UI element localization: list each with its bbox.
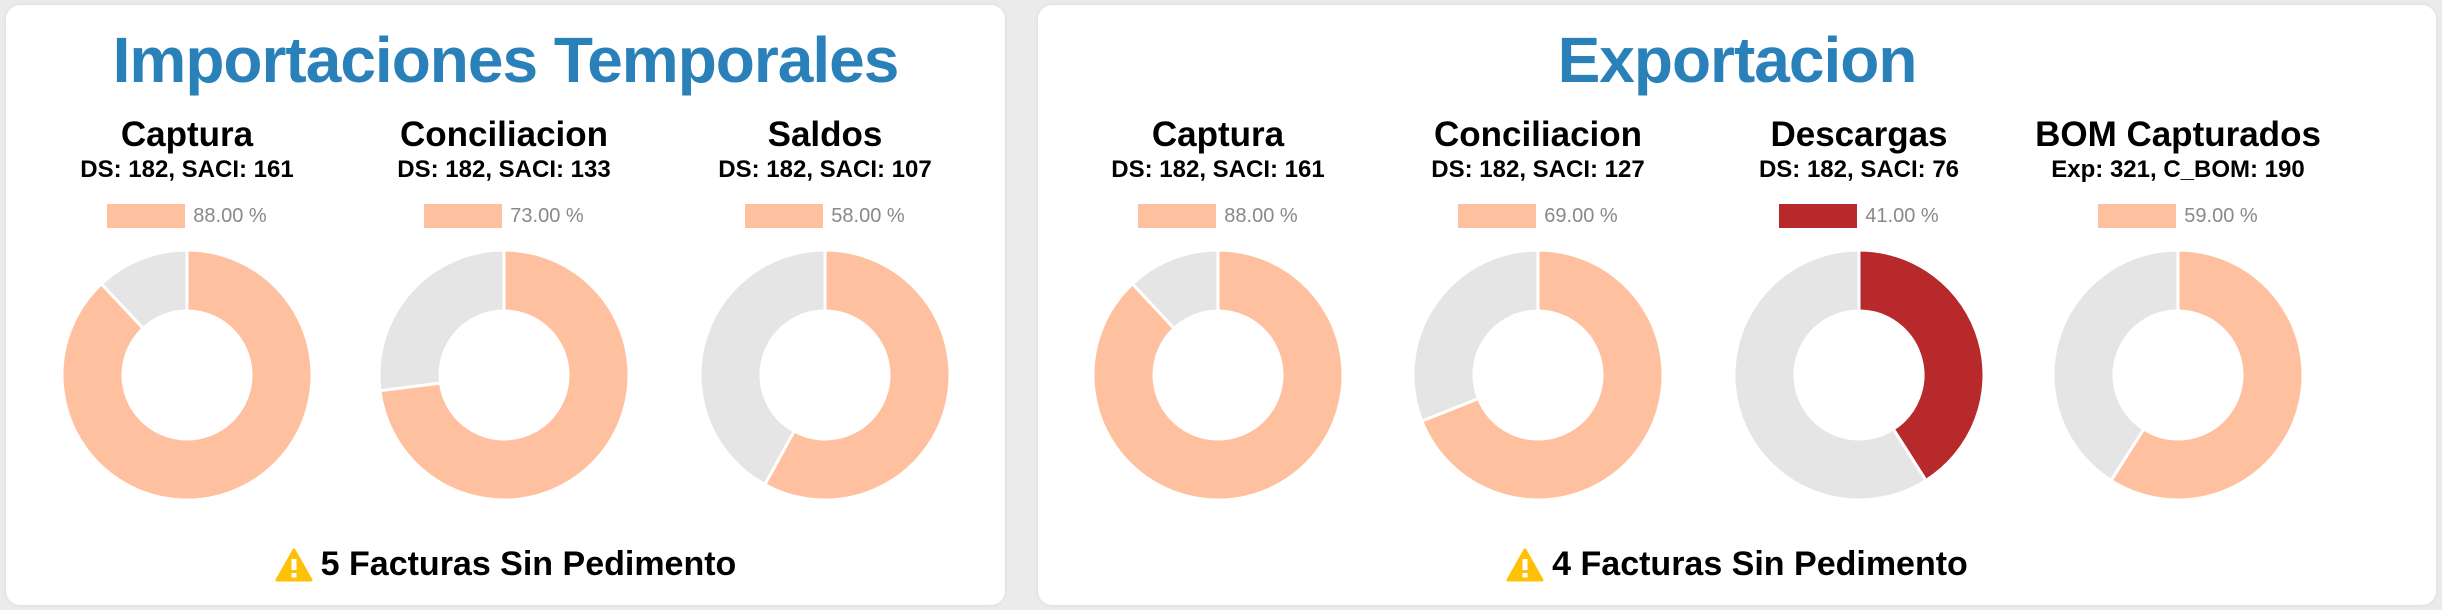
footer-text: 5 Facturas Sin Pedimento (320, 545, 737, 583)
chart-conciliacion: Conciliacion DS: 182, SACI: 133 73.00 % (344, 115, 664, 505)
donut-chart (377, 248, 631, 502)
donut-chart (1091, 248, 1345, 502)
legend-label: 88.00 % (1224, 204, 1298, 227)
donut-slice-completed[interactable] (1091, 248, 1345, 502)
chart-legend[interactable]: 58.00 % (665, 203, 985, 229)
donut-slice-remaining[interactable] (1411, 248, 1540, 423)
donut-slice-completed[interactable] (1419, 248, 1665, 502)
footer-text: 4 Facturas Sin Pedimento (1552, 545, 1968, 583)
chart-bom-capturados: BOM Capturados Exp: 321, C_BOM: 190 59.00 … (2018, 115, 2338, 505)
donut-slice-remaining[interactable] (698, 248, 827, 487)
chart-legend[interactable]: 73.00 % (344, 203, 664, 229)
donut-chart (60, 248, 314, 502)
warning-icon (1506, 548, 1544, 581)
section-title: Exportacion (1557, 24, 1918, 96)
facturas-sin-pedimento-alert: 4 Facturas Sin Pedimento (1038, 545, 2436, 584)
legend-swatch (1779, 204, 1858, 228)
chart-conciliacion: Conciliacion DS: 182, SACI: 127 69.00 % (1378, 115, 1698, 505)
chart-saldos: Saldos DS: 182, SACI: 107 58.00 % (665, 115, 985, 505)
legend-label: 58.00 % (831, 204, 905, 227)
donut-slice-remaining[interactable] (1130, 248, 1220, 331)
donut-slice-remaining[interactable] (99, 248, 189, 331)
donut-chart (1411, 248, 1665, 502)
donut-slice-completed[interactable] (1857, 248, 1986, 483)
chart-descargas: Descargas DS: 182, SACI: 76 41.00 % (1699, 115, 2019, 505)
donut-slice-remaining[interactable] (1732, 248, 1929, 502)
legend-label: 88.00 % (193, 204, 267, 227)
donut-slice-completed[interactable] (60, 248, 314, 502)
section-title: Importaciones Temporales (112, 24, 900, 96)
chart-legend[interactable]: 88.00 % (27, 203, 347, 229)
chart-legend[interactable]: 69.00 % (1378, 203, 1698, 229)
legend-label: 59.00 % (2184, 204, 2258, 227)
importaciones-temporales-card: Importaciones Temporales Captura DS: 182,… (6, 5, 1005, 605)
chart-legend[interactable]: 59.00 % (2018, 203, 2338, 229)
donut-chart (698, 248, 952, 502)
donut-slice-completed[interactable] (2108, 248, 2305, 502)
chart-title: Captura (1151, 115, 1285, 154)
legend-swatch (745, 204, 824, 228)
donut-chart (2051, 248, 2305, 502)
donut-slice-remaining[interactable] (377, 248, 506, 393)
chart-title: Saldos (767, 115, 883, 154)
warning-icon (275, 548, 313, 581)
chart-captura: Captura DS: 182, SACI: 161 88.00 % (27, 115, 347, 505)
legend-swatch (2098, 204, 2177, 228)
legend-swatch (1138, 204, 1217, 228)
chart-legend[interactable]: 41.00 % (1699, 203, 2019, 229)
chart-subtitle: DS: 182, SACI: 76 (1758, 156, 1960, 183)
donut-slice-completed[interactable] (762, 248, 952, 502)
donut-chart (1732, 248, 1986, 502)
chart-title: BOM Capturados (2035, 115, 2321, 154)
chart-title: Captura (120, 115, 254, 154)
exportacion-card: Exportacion Captura DS: 182, SACI: 161 88.… (1038, 5, 2436, 605)
donut-slice-remaining[interactable] (2051, 248, 2180, 483)
chart-subtitle: Exp: 321, C_BOM: 190 (2051, 156, 2305, 183)
legend-label: 41.00 % (1865, 204, 1939, 227)
chart-subtitle: DS: 182, SACI: 127 (1431, 156, 1645, 183)
chart-subtitle: DS: 182, SACI: 161 (1111, 156, 1325, 183)
chart-subtitle: DS: 182, SACI: 133 (397, 156, 611, 183)
legend-label: 69.00 % (1544, 204, 1618, 227)
legend-swatch (107, 204, 186, 228)
chart-title: Conciliacion (1433, 115, 1643, 154)
chart-title: Descargas (1770, 115, 1948, 154)
legend-swatch (424, 204, 503, 228)
chart-legend[interactable]: 88.00 % (1058, 203, 1378, 229)
facturas-sin-pedimento-alert: 5 Facturas Sin Pedimento (6, 545, 1005, 584)
chart-captura: Captura DS: 182, SACI: 161 88.00 % (1058, 115, 1378, 505)
donut-slice-completed[interactable] (378, 248, 631, 502)
legend-swatch (1458, 204, 1537, 228)
chart-subtitle: DS: 182, SACI: 161 (80, 156, 294, 183)
legend-label: 73.00 % (510, 204, 584, 227)
chart-subtitle: DS: 182, SACI: 107 (718, 156, 932, 183)
chart-title: Conciliacion (399, 115, 609, 154)
